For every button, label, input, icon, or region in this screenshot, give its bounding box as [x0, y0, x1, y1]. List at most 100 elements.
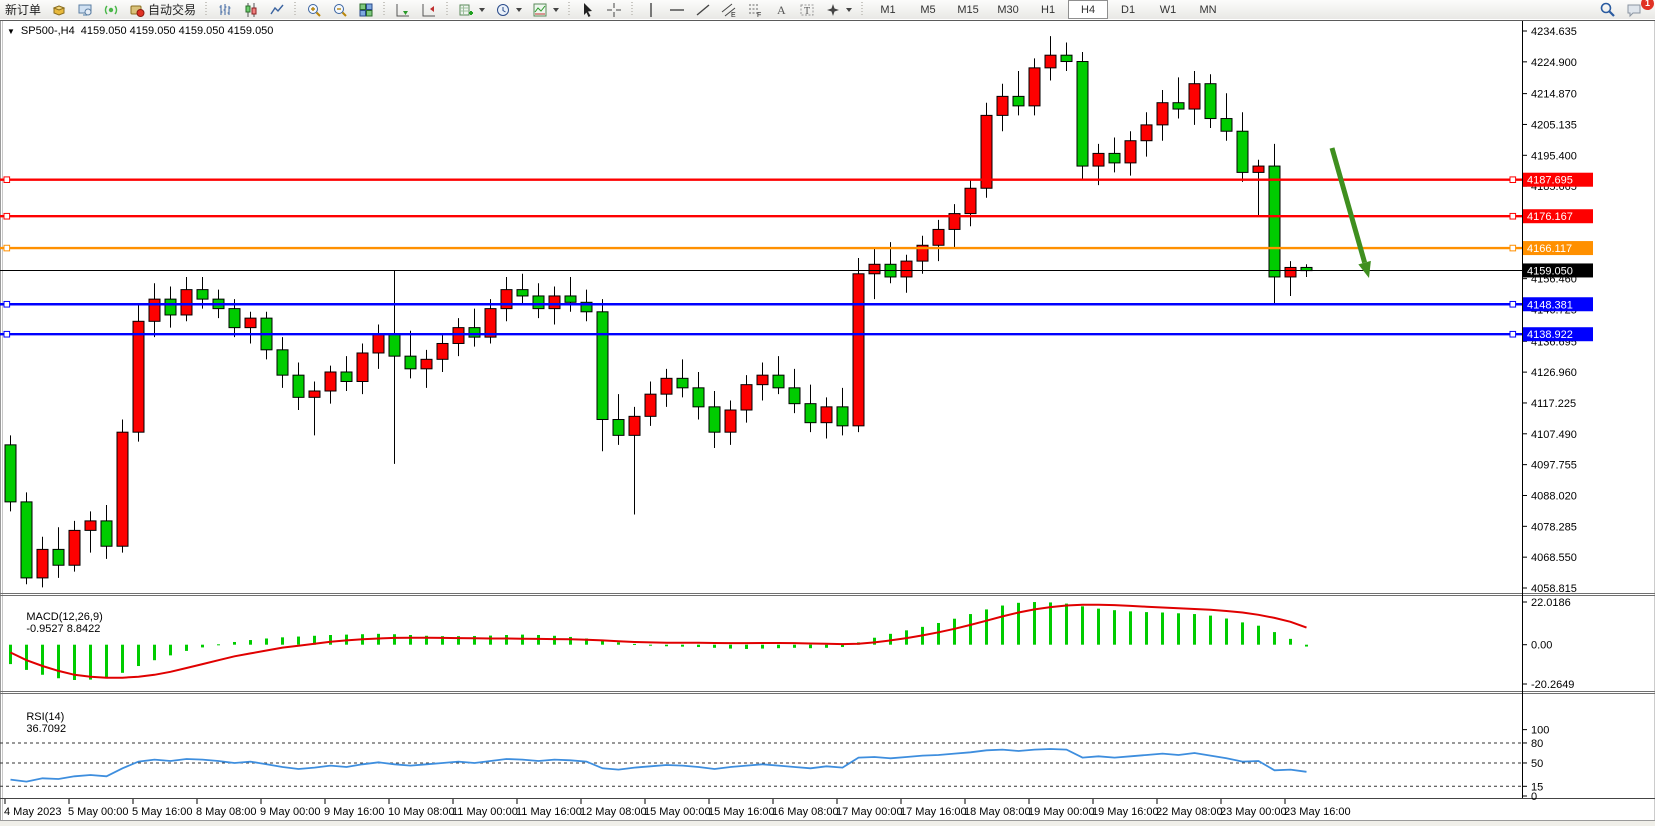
computer-user-icon[interactable]: [72, 0, 98, 19]
candle: [708, 406, 721, 433]
candle: [164, 298, 177, 316]
timeframe-h1[interactable]: H1: [1041, 3, 1056, 16]
candle: [612, 419, 625, 436]
vertical-line-tool[interactable]: [638, 0, 664, 19]
line-chart-icon[interactable]: [264, 0, 290, 19]
price-label-box: [1523, 263, 1593, 278]
candle: [900, 260, 913, 278]
hline-handle[interactable]: [1509, 300, 1517, 308]
candlestick-icon[interactable]: [238, 0, 264, 19]
gold-cube-icon[interactable]: [46, 0, 72, 19]
hline-handle[interactable]: [3, 300, 11, 308]
horizontal-line-tool[interactable]: [664, 0, 690, 19]
hline-handle[interactable]: [1509, 244, 1517, 252]
signal-broadcast-icon[interactable]: [98, 0, 124, 19]
chart-shift-icon[interactable]: [416, 0, 442, 19]
autotrading-button[interactable]: 自动交易: [124, 0, 201, 19]
bar-chart-icon[interactable]: [212, 0, 238, 19]
price-tick-label: 4195.400: [1531, 150, 1577, 162]
candle: [692, 387, 705, 408]
messages-icon[interactable]: 1: [1621, 0, 1654, 19]
rsi-line: [10, 748, 1307, 783]
candle: [1092, 152, 1105, 167]
toolbar-gripper: [566, 2, 574, 17]
candle: [36, 548, 49, 579]
candle: [4, 444, 17, 503]
hline-handle[interactable]: [3, 330, 11, 338]
macd-bar: [329, 635, 332, 645]
add-indicator-button[interactable]: [453, 0, 490, 19]
autotrading-label: 自动交易: [148, 3, 197, 17]
timeframe-m5[interactable]: M5: [920, 3, 936, 16]
toolbar-gripper: [629, 2, 637, 17]
macd-bar: [1081, 606, 1084, 645]
rsi-axis-label: 100: [1531, 725, 1549, 737]
trend-arrow[interactable]: [1329, 147, 1368, 264]
template-button[interactable]: [527, 0, 564, 19]
time-label: 10 May 08:00: [388, 806, 455, 818]
candle: [516, 289, 529, 297]
timeframe-m15[interactable]: M15: [957, 3, 979, 16]
candle: [996, 95, 1009, 116]
chart-window[interactable]: 4234.635 4224.900 4214.870 4205.135 4195.400…: [0, 19, 1655, 826]
trendline-tool[interactable]: [690, 0, 716, 19]
text-label-tool[interactable]: T: [794, 0, 820, 19]
timeframe-m1[interactable]: M1: [880, 3, 896, 16]
candle: [660, 377, 673, 395]
tile-windows-icon[interactable]: [353, 0, 379, 19]
price-tick-label: 4214.870: [1531, 89, 1577, 101]
hline-handle[interactable]: [1509, 330, 1517, 338]
candle: [724, 409, 737, 433]
macd-bar: [873, 637, 876, 645]
hline-handle[interactable]: [3, 212, 11, 220]
period-clock-button[interactable]: [490, 0, 527, 19]
timeframe-m30[interactable]: M30: [997, 3, 1019, 16]
candle: [324, 371, 337, 392]
price-label-box: [1523, 297, 1593, 312]
macd-bar: [681, 644, 684, 647]
fibonacci-tool[interactable]: F: [742, 0, 768, 19]
hline-handle[interactable]: [3, 176, 11, 184]
timeframe-d1[interactable]: D1: [1121, 3, 1136, 16]
candle: [308, 390, 321, 398]
collapse-triangle-icon[interactable]: ▼: [7, 26, 15, 36]
timeframe-h4[interactable]: H4: [1068, 0, 1109, 19]
macd-bar: [1161, 612, 1164, 645]
notification-badge: 1: [1641, 0, 1654, 10]
timeframe-mn[interactable]: MN: [1199, 3, 1217, 16]
candle: [628, 415, 641, 436]
macd-bar: [617, 642, 620, 645]
zoom-out-icon[interactable]: [327, 0, 353, 19]
price-tick-label: 4088.020: [1531, 490, 1577, 502]
trend-arrow-head[interactable]: [1358, 260, 1371, 278]
macd-bar: [777, 644, 780, 649]
candle: [1268, 165, 1281, 278]
zoom-in-icon[interactable]: [301, 0, 327, 19]
timeframe-w1[interactable]: W1: [1159, 3, 1177, 16]
macd-bar: [761, 644, 764, 649]
arrows-tool[interactable]: [820, 0, 857, 19]
price-tick-label: 4224.900: [1531, 57, 1577, 69]
hline-handle[interactable]: [1509, 212, 1517, 220]
macd-bar: [185, 644, 188, 651]
equidistant-channel-tool[interactable]: E: [716, 0, 742, 19]
price-label: 4187.695: [1527, 175, 1573, 187]
price-chart-canvas[interactable]: 4234.635 4224.900 4214.870 4205.135 4195.400…: [0, 19, 1655, 826]
candle: [916, 244, 929, 262]
candle: [388, 333, 401, 357]
search-icon[interactable]: [1594, 0, 1621, 19]
new-order-button[interactable]: 新订单: [0, 0, 46, 19]
candle: [1012, 95, 1025, 107]
hline-handle[interactable]: [3, 244, 11, 252]
hline-handle[interactable]: [1509, 176, 1517, 184]
cursor-tool[interactable]: [575, 0, 601, 19]
candle: [932, 228, 945, 246]
candle: [1188, 83, 1201, 110]
crosshair-tool[interactable]: [601, 0, 627, 19]
text-tool[interactable]: A: [768, 0, 794, 19]
svg-text:F: F: [757, 12, 761, 18]
macd-bar: [457, 636, 460, 645]
auto-scroll-icon[interactable]: [390, 0, 416, 19]
time-label: 19 May 00:00: [1028, 806, 1095, 818]
candle: [1076, 61, 1089, 167]
